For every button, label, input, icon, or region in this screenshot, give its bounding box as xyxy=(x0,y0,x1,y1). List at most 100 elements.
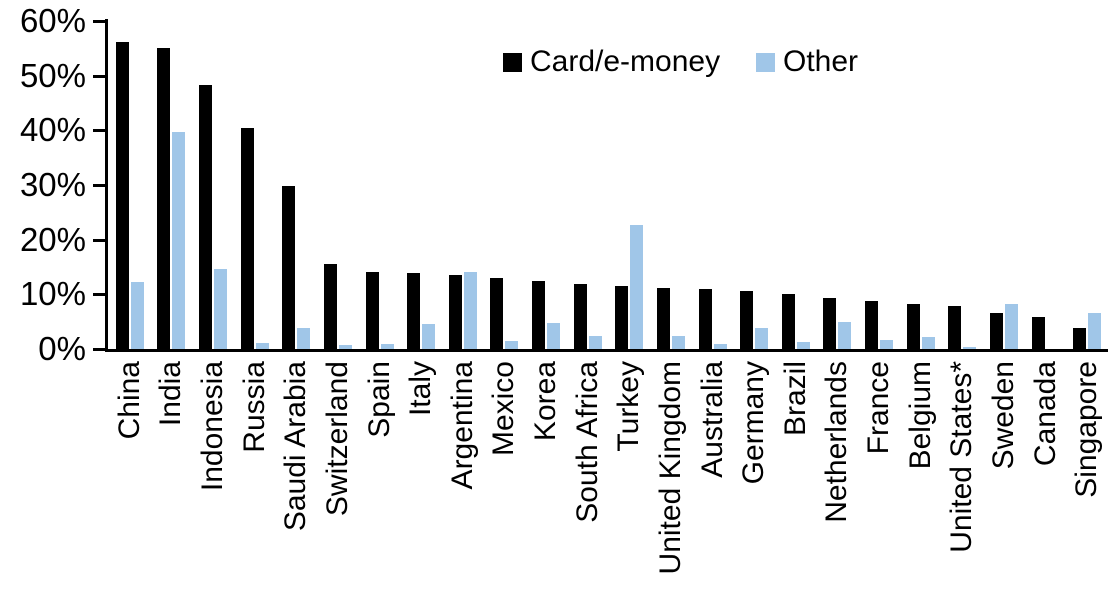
bar-group xyxy=(484,21,526,349)
x-axis-labels: China India Indonesia Russia Saudi Arabia Swi… xyxy=(109,361,1108,591)
bar-group xyxy=(900,21,942,349)
bar-other xyxy=(505,341,519,349)
y-tick-mark xyxy=(93,238,105,242)
bar-other xyxy=(338,345,352,349)
bar-card-e-money xyxy=(989,313,1003,349)
x-axis-label: Singapore xyxy=(1070,361,1104,498)
x-axis-label: South Africa xyxy=(570,361,604,523)
plot-area xyxy=(109,21,1108,349)
x-label-cell: Italy xyxy=(400,361,442,591)
x-label-cell: Belgium xyxy=(900,361,942,591)
x-label-cell: Russia xyxy=(234,361,276,591)
x-label-cell: South Africa xyxy=(567,361,609,591)
bar-group xyxy=(1066,21,1108,349)
bar-group xyxy=(942,21,984,349)
y-tick-label: 50% xyxy=(19,56,86,94)
bar-other xyxy=(214,269,228,349)
bar-group xyxy=(692,21,734,349)
x-label-cell: Australia xyxy=(692,361,734,591)
x-axis-label: Canada xyxy=(1028,361,1062,467)
bar-other xyxy=(1004,304,1018,349)
x-label-cell: Saudi Arabia xyxy=(276,361,318,591)
x-axis-label: Sweden xyxy=(986,361,1020,470)
y-tick-mark xyxy=(93,184,105,187)
bar-card-e-money xyxy=(365,272,379,349)
bar-group xyxy=(317,21,359,349)
x-axis-label: United Kingdom xyxy=(653,361,687,575)
bar-card-e-money xyxy=(740,291,754,349)
legend: Card/e-money Other xyxy=(0,44,1112,80)
legend-swatch-other xyxy=(756,52,775,72)
y-tick-label: 40% xyxy=(19,111,86,149)
x-label-cell: Germany xyxy=(733,361,775,591)
bar-other xyxy=(422,324,436,349)
bar-group xyxy=(1025,21,1067,349)
x-label-cell: United States* xyxy=(942,361,984,591)
x-axis-label: Indonesia xyxy=(196,361,230,492)
y-tick-mark xyxy=(93,74,105,78)
bar-card-e-money xyxy=(615,286,629,349)
bar-group xyxy=(192,21,234,349)
bar-card-e-money xyxy=(698,289,712,349)
bar-card-e-money xyxy=(448,275,462,349)
x-label-cell: India xyxy=(151,361,193,591)
bar-other xyxy=(755,328,769,349)
y-tick-mark xyxy=(93,348,105,351)
x-label-cell: Argentina xyxy=(442,361,484,591)
legend-label-card-e-money: Card/e-money xyxy=(530,45,721,78)
x-label-cell: Netherlands xyxy=(817,361,859,591)
bar-card-e-money xyxy=(865,301,879,349)
bar-other xyxy=(297,328,311,349)
x-axis-label: Switzerland xyxy=(320,361,354,517)
bar-card-e-money xyxy=(532,281,546,349)
bar-card-e-money xyxy=(823,298,837,349)
x-label-cell: China xyxy=(109,361,151,591)
x-axis-label: Turkey xyxy=(612,361,646,452)
bar-other xyxy=(671,336,685,349)
bar-group xyxy=(817,21,859,349)
bar-other xyxy=(713,344,727,349)
y-axis-line xyxy=(105,19,108,352)
bar-card-e-money xyxy=(573,284,587,349)
x-axis-label: Belgium xyxy=(903,361,937,470)
x-axis-label: Korea xyxy=(529,361,563,442)
bar-group xyxy=(234,21,276,349)
x-label-cell: Mexico xyxy=(484,361,526,591)
x-label-cell: Indonesia xyxy=(192,361,234,591)
bar-other xyxy=(547,323,561,349)
bar-other xyxy=(796,342,810,349)
legend-label-other: Other xyxy=(783,45,859,78)
y-tick-label: 0% xyxy=(38,330,86,367)
y-tick-mark xyxy=(93,20,105,23)
x-label-cell: United Kingdom xyxy=(650,361,692,591)
x-label-cell: Korea xyxy=(525,361,567,591)
bar-group xyxy=(983,21,1025,349)
x-label-cell: Spain xyxy=(359,361,401,591)
bar-card-e-money xyxy=(1073,328,1087,349)
bar-group xyxy=(525,21,567,349)
x-axis-label: Saudi Arabia xyxy=(279,361,313,532)
y-tick-label: 20% xyxy=(19,220,86,258)
x-axis-label: Australia xyxy=(695,361,729,478)
bar-group xyxy=(733,21,775,349)
bar-other xyxy=(130,282,144,349)
bar-group xyxy=(567,21,609,349)
bar-group xyxy=(109,21,151,349)
legend-swatch-card-e-money xyxy=(503,52,522,72)
bar-group xyxy=(442,21,484,349)
bar-card-e-money xyxy=(240,128,254,349)
bar-group xyxy=(609,21,651,349)
bar-group xyxy=(359,21,401,349)
bar-card-e-money xyxy=(906,304,920,349)
x-axis-label: India xyxy=(154,361,188,427)
bar-other xyxy=(1088,313,1102,349)
y-tick-label: 60% xyxy=(19,2,86,39)
x-label-cell: Singapore xyxy=(1066,361,1108,591)
bar-other xyxy=(921,337,935,349)
x-label-cell: France xyxy=(858,361,900,591)
bar-card-e-money xyxy=(199,85,213,349)
x-label-cell: Sweden xyxy=(983,361,1025,591)
bar-other xyxy=(255,343,269,349)
x-axis-label: Netherlands xyxy=(820,361,854,523)
